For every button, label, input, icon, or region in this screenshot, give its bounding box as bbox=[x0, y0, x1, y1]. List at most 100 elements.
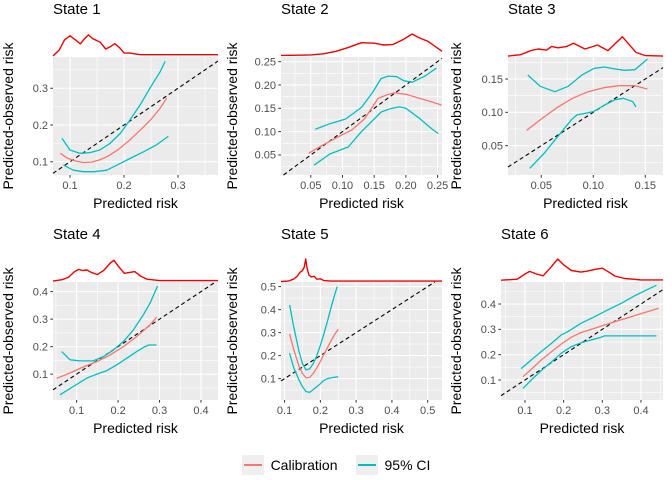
chart-canvas-state-3: 0.05 0.10 0.15 0.05 0.10 0.15 State 3 Predicted… bbox=[448, 1, 664, 211]
ci-upper-curve bbox=[520, 284, 657, 370]
x-axis-title: Predicted risk bbox=[93, 420, 179, 436]
svg-text:0.2: 0.2 bbox=[33, 341, 48, 353]
density-curve bbox=[280, 258, 442, 283]
y-axis-title: Predicted-observed risk bbox=[224, 266, 240, 414]
svg-text:0.05: 0.05 bbox=[300, 180, 321, 192]
plot-title: State 3 bbox=[508, 1, 556, 18]
svg-text:0.2: 0.2 bbox=[556, 405, 571, 417]
identity-line bbox=[283, 57, 443, 176]
svg-text:0.05: 0.05 bbox=[255, 150, 276, 162]
calibration-curve bbox=[288, 328, 339, 379]
calibration-curve bbox=[308, 92, 442, 154]
calibration-curve bbox=[522, 307, 659, 378]
x-axis-title: Predicted risk bbox=[319, 420, 405, 436]
ci-lower-curve bbox=[313, 106, 439, 166]
svg-text:0.5: 0.5 bbox=[261, 281, 276, 293]
ci-upper-curve bbox=[61, 285, 159, 362]
svg-text:0.4: 0.4 bbox=[33, 286, 48, 298]
svg-text:0.4: 0.4 bbox=[384, 405, 399, 417]
x-axis-title: Predicted risk bbox=[93, 195, 179, 211]
svg-text:0.1: 0.1 bbox=[261, 373, 276, 385]
svg-text:0.20: 0.20 bbox=[395, 180, 416, 192]
svg-text:0.25: 0.25 bbox=[255, 56, 276, 68]
legend-key-ci bbox=[355, 455, 378, 475]
svg-text:0.2: 0.2 bbox=[261, 350, 276, 362]
density-curve bbox=[52, 34, 218, 57]
calibration-line-swatch-icon bbox=[243, 464, 262, 466]
subplot-state-6: 0.1 0.2 0.3 0.4 0.1 0.2 0.3 0.4 State 6 Predicted… bbox=[448, 225, 672, 450]
chart-canvas-state-6: 0.1 0.2 0.3 0.4 0.1 0.2 0.3 0.4 State 6 Predicted… bbox=[448, 226, 664, 436]
calibration-curve bbox=[56, 316, 158, 379]
svg-text:0.1: 0.1 bbox=[277, 405, 292, 417]
svg-text:0.3: 0.3 bbox=[33, 314, 48, 326]
svg-text:0.10: 0.10 bbox=[332, 180, 353, 192]
identity-line bbox=[52, 60, 219, 174]
svg-text:0.2: 0.2 bbox=[110, 405, 125, 417]
legend-item-calibration: Calibration bbox=[241, 455, 338, 475]
calibration-curve bbox=[59, 97, 168, 164]
ci-line-swatch-icon bbox=[357, 464, 376, 466]
chart-canvas-state-5: 0.1 0.2 0.3 0.4 0.5 0.1 0.2 0.3 0.4 0.5 State 5 Pre… bbox=[224, 226, 442, 436]
legend-label-ci: 95% CI bbox=[384, 457, 431, 473]
svg-text:0.3: 0.3 bbox=[152, 405, 167, 417]
legend: Calibration 95% CI bbox=[0, 450, 672, 480]
density-curve bbox=[280, 33, 443, 57]
svg-text:0.3: 0.3 bbox=[481, 324, 496, 336]
ci-lower-curve bbox=[529, 97, 637, 169]
legend-label-calibration: Calibration bbox=[270, 457, 338, 473]
ci-lower-curve bbox=[63, 135, 169, 173]
svg-text:0.20: 0.20 bbox=[255, 80, 276, 92]
ci-lower-curve bbox=[288, 353, 339, 394]
gridlines bbox=[508, 57, 663, 175]
density-curve bbox=[507, 36, 664, 57]
axes: 0.1 0.2 0.3 0.4 0.5 0.1 0.2 0.3 0.4 0.5 bbox=[261, 281, 436, 417]
svg-text:0.15: 0.15 bbox=[482, 74, 503, 86]
subplot-state-1: 0.1 0.2 0.3 0.1 0.2 0.3 State 1 Predicted risk P… bbox=[0, 0, 224, 225]
plot-title: State 2 bbox=[281, 1, 329, 18]
panel-background bbox=[281, 282, 442, 400]
calibration-curve bbox=[526, 85, 648, 131]
panel-background bbox=[53, 282, 218, 400]
subplot-state-5: 0.1 0.2 0.3 0.4 0.5 0.1 0.2 0.3 0.4 0.5 State 5 Pre… bbox=[224, 225, 448, 450]
x-axis-title: Predicted risk bbox=[540, 420, 626, 436]
chart-canvas-state-1: 0.1 0.2 0.3 0.1 0.2 0.3 State 1 Predicted risk P… bbox=[0, 1, 219, 211]
svg-text:0.15: 0.15 bbox=[635, 180, 656, 192]
svg-text:0.1: 0.1 bbox=[517, 405, 532, 417]
gridlines bbox=[53, 57, 218, 175]
plots-grid: 0.1 0.2 0.3 0.1 0.2 0.3 State 1 Predicted risk P… bbox=[0, 0, 672, 450]
density-curve bbox=[52, 259, 218, 282]
svg-text:0.2: 0.2 bbox=[313, 405, 328, 417]
chart-canvas-state-2: 0.05 0.10 0.15 0.20 0.25 0.05 0.10 0.15 0.20 0.25… bbox=[224, 1, 448, 211]
svg-text:0.4: 0.4 bbox=[633, 405, 648, 417]
svg-text:0.1: 0.1 bbox=[33, 157, 48, 169]
panel-background bbox=[281, 57, 442, 175]
svg-text:0.10: 0.10 bbox=[583, 180, 604, 192]
svg-text:0.3: 0.3 bbox=[170, 180, 185, 192]
x-axis-title: Predicted risk bbox=[319, 195, 405, 211]
x-axis-title: Predicted risk bbox=[543, 195, 629, 211]
y-axis-title: Predicted-observed risk bbox=[448, 266, 464, 414]
svg-text:0.2: 0.2 bbox=[33, 120, 48, 132]
y-axis-title: Predicted-observed risk bbox=[224, 41, 240, 189]
gridlines bbox=[281, 282, 442, 400]
chart-canvas-state-4: 0.1 0.2 0.3 0.4 0.1 0.2 0.3 0.4 State 4 Predicted… bbox=[0, 226, 218, 436]
svg-text:0.4: 0.4 bbox=[481, 299, 496, 311]
svg-text:0.1: 0.1 bbox=[33, 369, 48, 381]
svg-text:0.2: 0.2 bbox=[481, 349, 496, 361]
ci-lower-curve bbox=[522, 335, 657, 389]
panel-background bbox=[508, 57, 663, 175]
ci-upper-curve bbox=[288, 286, 338, 371]
panel-background bbox=[53, 57, 218, 175]
svg-text:0.10: 0.10 bbox=[482, 107, 503, 119]
svg-text:0.10: 0.10 bbox=[255, 126, 276, 138]
svg-text:0.4: 0.4 bbox=[193, 405, 208, 417]
svg-text:0.25: 0.25 bbox=[427, 180, 448, 192]
svg-text:0.15: 0.15 bbox=[255, 103, 276, 115]
identity-line bbox=[500, 289, 664, 397]
ci-upper-curve bbox=[61, 61, 166, 154]
ci-upper-curve bbox=[527, 58, 648, 93]
svg-text:0.3: 0.3 bbox=[261, 327, 276, 339]
y-axis-title: Predicted-observed risk bbox=[448, 41, 464, 189]
svg-text:0.05: 0.05 bbox=[482, 140, 503, 152]
